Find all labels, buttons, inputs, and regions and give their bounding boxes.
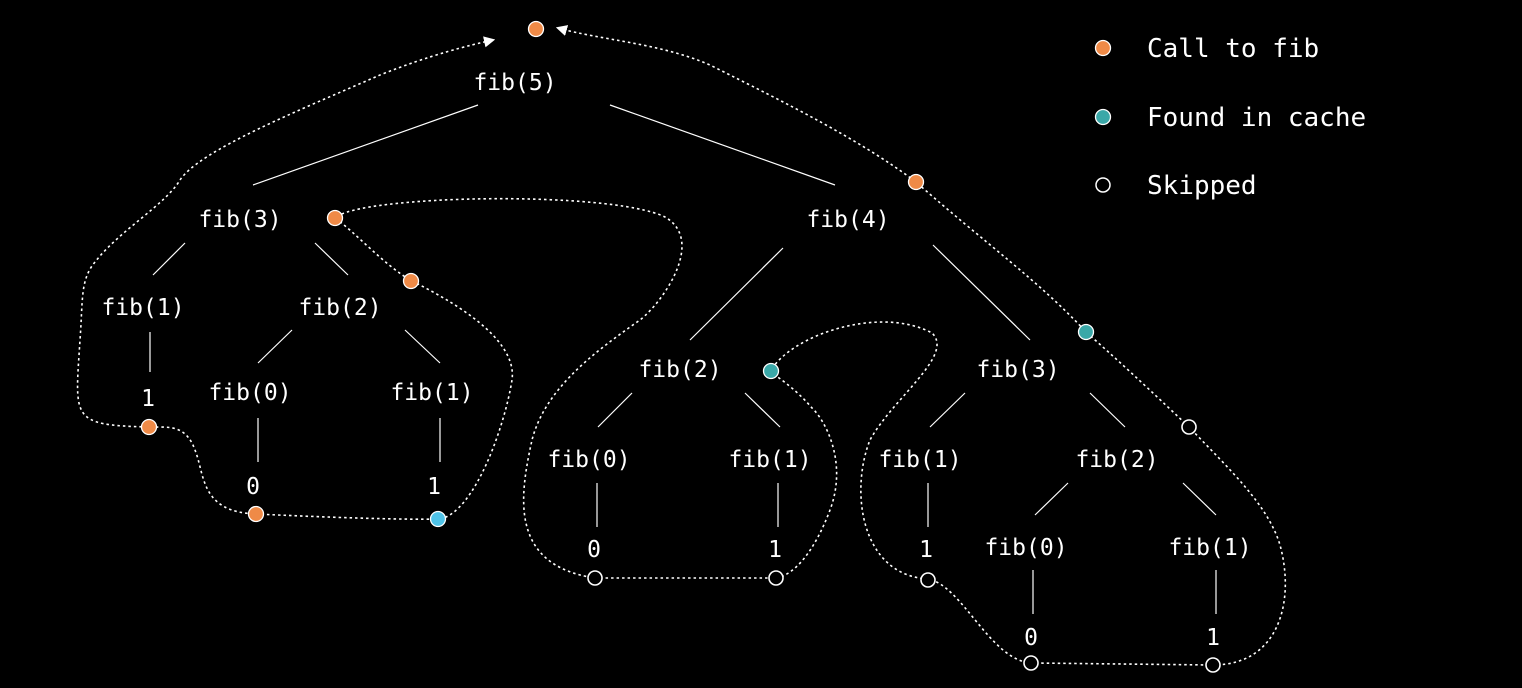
legend-call-label: Call to fib xyxy=(1147,34,1319,64)
tree-edge xyxy=(929,392,966,428)
node-label: fib(1) xyxy=(101,295,184,321)
node-label: fib(5) xyxy=(473,70,556,96)
skip-marker xyxy=(920,572,936,588)
call-marker xyxy=(247,505,265,523)
call-marker xyxy=(907,173,925,191)
value-label: 0 xyxy=(246,474,260,500)
value-label: 0 xyxy=(1024,625,1038,651)
traversal-path-left xyxy=(333,25,1287,666)
value-label: 1 xyxy=(919,537,933,563)
tree-edges xyxy=(149,104,1217,614)
node-label: fib(2) xyxy=(1075,447,1158,473)
value-label: 1 xyxy=(427,474,441,500)
legend-call-marker-icon xyxy=(1094,39,1112,57)
skip-marker xyxy=(587,570,603,586)
traversal-path-left-loop xyxy=(76,36,496,520)
legend-cache-marker-icon xyxy=(1094,108,1112,126)
tree-edge xyxy=(932,244,1031,341)
tree-edge xyxy=(609,104,836,186)
tree-edge xyxy=(152,242,186,276)
skip-marker xyxy=(1023,655,1039,671)
call-marker xyxy=(326,209,344,227)
node-label: fib(0) xyxy=(547,447,630,473)
tree-edge xyxy=(404,329,441,364)
node-label: fib(0) xyxy=(984,535,1067,561)
legend: Call to fib Found in cache Skipped xyxy=(1094,34,1366,201)
value-label: 1 xyxy=(768,537,782,563)
tree-edge xyxy=(252,104,479,186)
legend-skip-marker-icon xyxy=(1095,177,1111,193)
skip-marker xyxy=(1205,657,1221,673)
cache-marker xyxy=(429,510,447,528)
tree-labels: fib(5) fib(3) fib(4) fib(1) fib(2) 1 fib(0) fib… xyxy=(101,70,1251,651)
node-label: fib(0) xyxy=(208,380,291,406)
cache-marker xyxy=(762,362,780,380)
tree-edge xyxy=(314,242,349,276)
value-label: 1 xyxy=(141,386,155,412)
node-label: fib(1) xyxy=(1168,535,1251,561)
tree-edge xyxy=(744,392,781,428)
node-label: fib(4) xyxy=(806,207,889,233)
tree-edge xyxy=(1182,482,1217,516)
legend-cache-label: Found in cache xyxy=(1147,103,1366,133)
node-label: fib(1) xyxy=(728,447,811,473)
tree-markers xyxy=(140,20,1221,673)
tree-edge xyxy=(597,392,633,428)
node-label: fib(3) xyxy=(198,207,281,233)
node-label: fib(2) xyxy=(638,357,721,383)
tree-edge xyxy=(1089,392,1126,428)
tree-edge xyxy=(1034,482,1069,516)
node-label: fib(1) xyxy=(878,447,961,473)
call-marker xyxy=(402,272,420,290)
tree-edge xyxy=(689,247,784,341)
node-label: fib(3) xyxy=(976,357,1059,383)
node-label: fib(1) xyxy=(390,380,473,406)
value-label: 0 xyxy=(587,537,601,563)
skip-marker xyxy=(1181,419,1197,435)
call-marker xyxy=(140,418,158,436)
value-label: 1 xyxy=(1206,625,1220,651)
tree-edge xyxy=(257,329,293,364)
skip-marker xyxy=(768,570,784,586)
legend-skip-label: Skipped xyxy=(1147,171,1257,201)
cache-marker xyxy=(1077,323,1095,341)
node-label: fib(2) xyxy=(298,295,381,321)
call-marker xyxy=(527,20,545,38)
